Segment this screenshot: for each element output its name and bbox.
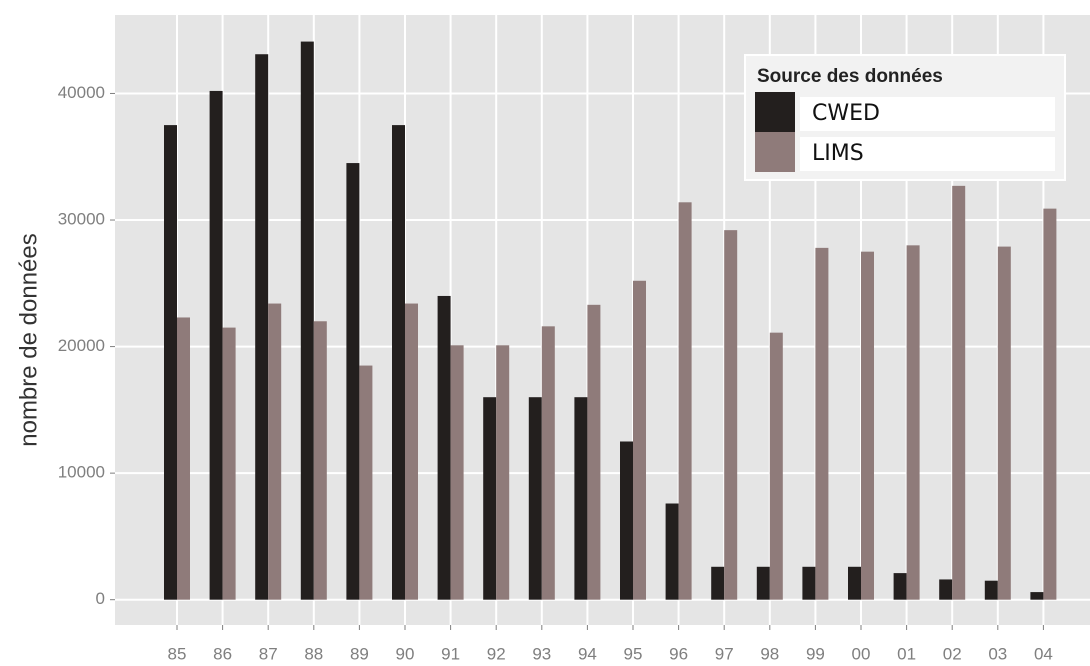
legend: Source des données CWED LIMS	[744, 54, 1066, 181]
bar	[665, 503, 679, 600]
bar	[574, 397, 588, 600]
x-tick-label: 92	[487, 644, 506, 663]
bar	[815, 247, 829, 600]
x-tick-label: 86	[213, 644, 232, 663]
bar	[724, 230, 738, 600]
bar	[450, 345, 464, 600]
legend-label: CWED	[812, 101, 880, 126]
bar	[392, 125, 405, 600]
legend-title: Source des données	[757, 66, 943, 87]
bar	[711, 566, 725, 600]
bar	[633, 280, 646, 600]
x-tick-label: 88	[304, 644, 323, 663]
bar	[346, 163, 360, 600]
legend-key	[755, 92, 795, 132]
x-tick-label: 02	[943, 644, 962, 663]
bar	[848, 566, 861, 600]
bar	[359, 365, 373, 600]
bar	[528, 397, 542, 600]
x-tick-label: 89	[350, 644, 369, 663]
bar	[678, 202, 692, 600]
bar	[164, 125, 177, 600]
bar	[496, 345, 510, 600]
x-tick-label: 00	[852, 644, 871, 663]
legend-label-bg	[800, 97, 1055, 131]
bar	[906, 245, 920, 600]
legend-label: LIMS	[812, 141, 864, 166]
x-tick-label: 97	[715, 644, 734, 663]
x-tick-label: 98	[760, 644, 779, 663]
bar	[209, 90, 223, 600]
bar	[177, 317, 190, 600]
x-tick-label: 04	[1034, 644, 1053, 663]
x-tick-label: 03	[988, 644, 1007, 663]
bar	[437, 295, 451, 600]
x-tick-label: 99	[806, 644, 825, 663]
x-tick-label: 93	[532, 644, 551, 663]
legend-key	[755, 132, 795, 172]
x-tick-label: 90	[396, 644, 415, 663]
bar	[587, 304, 601, 600]
x-tick-label: 91	[441, 644, 460, 663]
x-tick-label: 94	[578, 644, 597, 663]
bar	[939, 579, 953, 600]
bar	[861, 251, 874, 600]
y-tick-label: 0	[96, 589, 105, 608]
x-tick-label: 95	[624, 644, 643, 663]
legend-label-bg	[800, 137, 1055, 171]
bar	[405, 303, 418, 600]
bar	[997, 246, 1011, 600]
bar	[483, 397, 497, 600]
bar	[300, 41, 314, 600]
x-tick-label: 87	[259, 644, 278, 663]
y-axis-label: nombre de données	[15, 233, 42, 447]
bar	[620, 441, 633, 600]
bar	[1043, 208, 1057, 600]
y-tick-label: 20000	[58, 336, 105, 355]
bar	[756, 566, 770, 600]
y-tick-label: 30000	[58, 210, 105, 229]
bar	[769, 332, 783, 600]
x-tick-label: 01	[897, 644, 916, 663]
bar	[802, 566, 816, 600]
bar	[541, 326, 555, 600]
y-tick-label: 10000	[58, 463, 105, 482]
bar	[222, 327, 236, 600]
bar	[952, 185, 966, 600]
bar	[268, 303, 282, 600]
bar	[1030, 592, 1044, 600]
bar	[255, 54, 269, 600]
bar	[313, 321, 327, 600]
y-tick-label: 40000	[58, 83, 105, 102]
x-tick-label: 96	[669, 644, 688, 663]
bar	[984, 580, 998, 600]
bar	[893, 573, 907, 600]
x-tick-label: 85	[168, 644, 187, 663]
